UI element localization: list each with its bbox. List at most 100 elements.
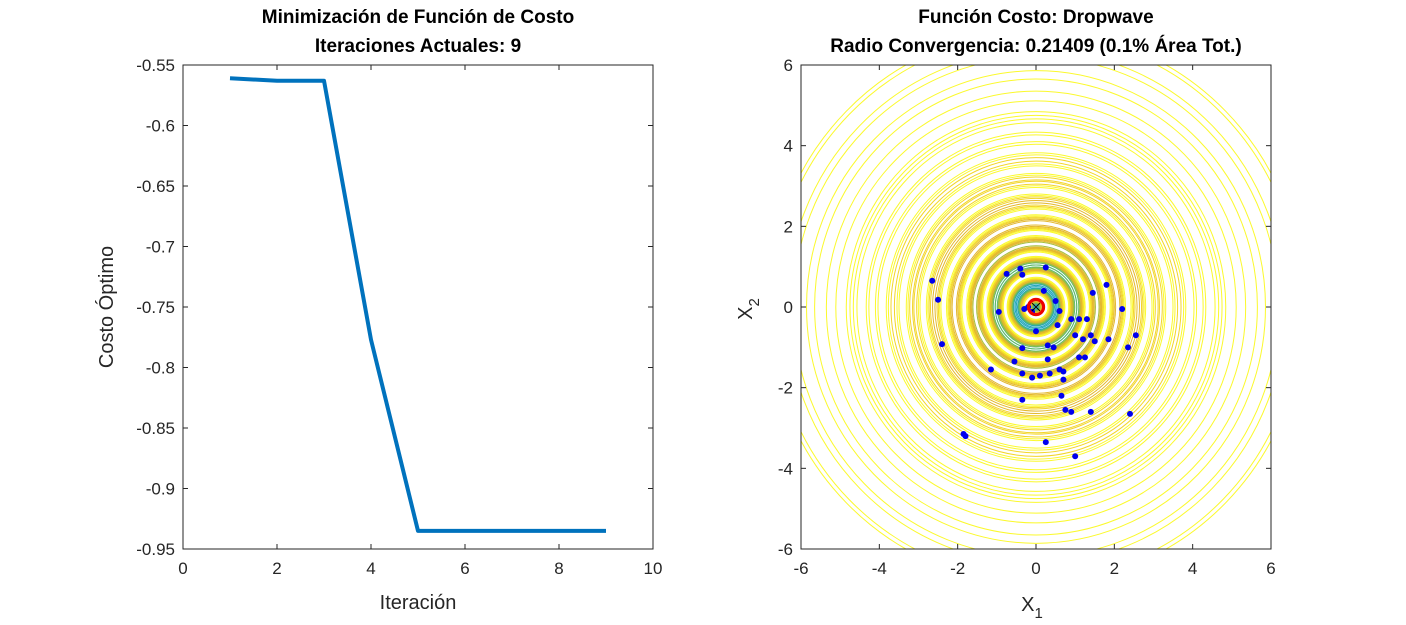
contour-ring [1001, 271, 1071, 343]
population-point [935, 296, 942, 303]
contour-ring [1015, 286, 1057, 328]
left-y-tick-label: -0.65 [136, 177, 175, 196]
contour-ring [885, 152, 1187, 462]
left-chart-title: Minimización de Función de Costo [262, 7, 574, 28]
contour-ring [936, 204, 1136, 410]
contour-ring [979, 248, 1093, 366]
contour-ring [1000, 270, 1072, 344]
population-point [1052, 297, 1059, 304]
contour-ring [961, 230, 1111, 384]
contour-ring [934, 202, 1138, 412]
convergence-radius-circle [1026, 297, 1046, 317]
left-y-tick-label: -0.6 [146, 117, 175, 136]
contour-ring [806, 70, 1266, 544]
contour-ring [994, 264, 1078, 350]
contour-ring [968, 237, 1104, 377]
left-x-tick-label: 2 [272, 559, 281, 578]
x2-label-main: X [735, 307, 757, 320]
population-point [1083, 316, 1090, 323]
left-chart-subtitle: Iteraciones Actuales: 9 [315, 36, 521, 57]
contour-ring [874, 141, 1198, 473]
right-x-tick-label: -2 [950, 559, 965, 578]
population-point [1011, 358, 1018, 365]
population-point [1103, 281, 1110, 288]
population-point [1046, 370, 1053, 377]
contour-ring [890, 157, 1182, 457]
contour-ring [1008, 278, 1064, 336]
left-chart: Minimización de Función de Costo Iteraci… [95, 7, 662, 614]
population-point [1127, 410, 1133, 417]
contour-ring [980, 249, 1092, 365]
contour-ring [977, 246, 1095, 368]
left-y-tick-label: -0.9 [146, 480, 175, 499]
population-point [987, 366, 994, 373]
population-point [1003, 270, 1010, 277]
right-y-tick-label: -6 [778, 540, 793, 559]
x1-label-main: X [1021, 594, 1034, 616]
contour-ring [981, 250, 1091, 364]
population-point [1105, 336, 1112, 343]
contour-ring [997, 267, 1075, 347]
population-point [1036, 372, 1043, 379]
contour-ring [1017, 287, 1055, 327]
contour-ring [969, 238, 1103, 376]
left-y-tick-label: -0.8 [146, 359, 175, 378]
population-point [1080, 336, 1086, 343]
left-x-tick-label: 4 [366, 559, 375, 578]
contour-ring [919, 187, 1153, 427]
left-y-tick-label: -0.85 [136, 419, 175, 438]
contour-ring [986, 255, 1086, 359]
right-plot-frame [800, 64, 1272, 550]
contour-ring [971, 240, 1101, 374]
population-point [1062, 406, 1069, 413]
population-point [929, 277, 936, 284]
population-point [1125, 344, 1132, 351]
contour-ring [916, 183, 1156, 431]
contour-ring [1000, 270, 1072, 344]
right-y-tick-label: -2 [778, 379, 793, 398]
contour-ring [1018, 288, 1054, 326]
contour-ring [1021, 292, 1051, 322]
contour-ring [893, 160, 1179, 454]
contour-ring [998, 268, 1074, 346]
population-point [1060, 368, 1067, 375]
contour-ring [1007, 277, 1065, 337]
right-y-tick-label: 6 [784, 56, 793, 75]
population-point [1044, 342, 1051, 349]
population-point [1068, 408, 1075, 415]
contour-ring [978, 247, 1094, 367]
contour-ring [1017, 288, 1055, 326]
population-point [1068, 316, 1075, 323]
population-point [1019, 345, 1026, 352]
contour-ring [968, 237, 1104, 377]
population-point [1033, 328, 1039, 335]
population-point [1017, 265, 1024, 272]
right-x-tick-label: 4 [1188, 559, 1197, 578]
contour-ring [1018, 289, 1054, 325]
contour-ring [996, 266, 1076, 348]
population-point [939, 341, 945, 348]
population-point [1087, 332, 1094, 339]
population-point [1087, 408, 1094, 415]
population-point [1019, 370, 1026, 377]
best-solution-marker [1026, 297, 1046, 317]
left-x-tick-label: 6 [460, 559, 469, 578]
contour-ring [982, 251, 1090, 363]
population-point [1076, 316, 1083, 323]
contour-ring [909, 176, 1163, 438]
population-point [1042, 439, 1049, 446]
right-x-tick-label: -4 [872, 559, 887, 578]
contour-ring [925, 193, 1147, 421]
contour-ring [932, 199, 1140, 415]
population-point [1060, 376, 1067, 383]
x1-label-sub: 1 [1035, 605, 1043, 622]
contour-ring [989, 259, 1083, 355]
right-y-axis-label: X2 [735, 298, 763, 320]
contour-ring [1033, 304, 1039, 310]
right-x-tick-label: 0 [1031, 559, 1040, 578]
contour-ring [852, 118, 1220, 496]
contour-ring [939, 207, 1133, 407]
contour-ring [978, 248, 1094, 366]
right-x-axis-label: X1 [1021, 594, 1043, 622]
